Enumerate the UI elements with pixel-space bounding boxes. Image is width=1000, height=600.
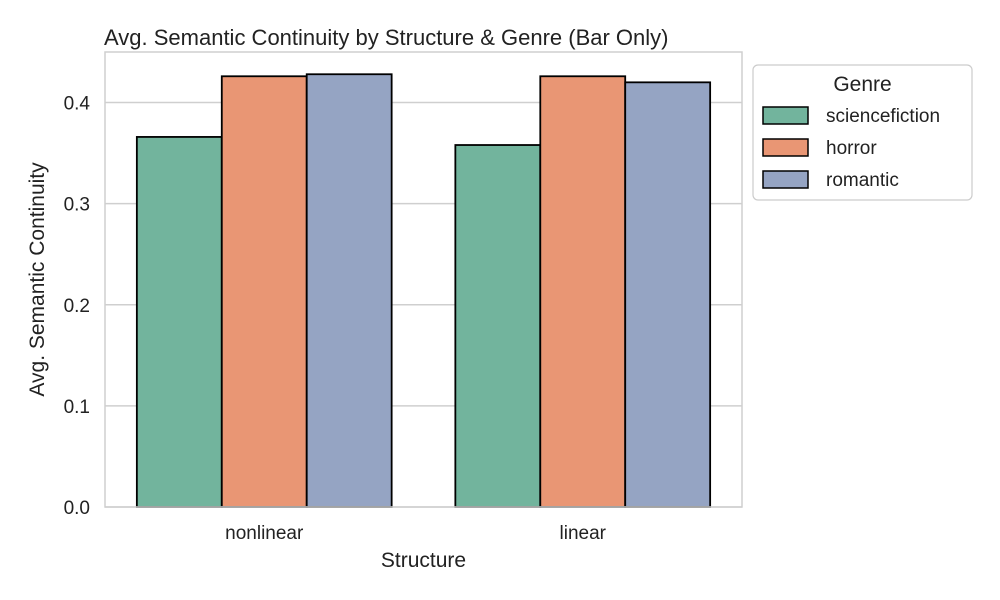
y-axis-ticks: 0.0 0.1 0.2 0.3 0.4 — [64, 94, 91, 519]
bars — [135, 73, 712, 508]
legend-items: sciencefiction horror romantic — [762, 106, 940, 191]
bar-sciencefiction-linear — [454, 144, 542, 508]
bar-sciencefiction-nonlinear — [135, 136, 223, 508]
bar-horror-nonlinear — [220, 75, 308, 508]
legend-box — [752, 64, 973, 201]
legend-label-horror: horror — [826, 138, 877, 159]
legend: Genre sciencefiction horror romantic — [752, 64, 973, 201]
legend-swatch-romantic — [762, 170, 809, 189]
legend-label-romantic: romantic — [826, 170, 899, 191]
bar-romantic-linear — [624, 81, 712, 508]
y-axis-label: Avg. Semantic Continuity — [26, 162, 49, 397]
legend-swatch-sciencefiction — [762, 106, 809, 125]
y-tick-label: 0.3 — [64, 195, 90, 216]
bar-horror-linear — [539, 75, 627, 508]
y-tick-label: 0.4 — [64, 94, 91, 115]
chart-title: Avg. Semantic Continuity by Structure & … — [104, 25, 669, 50]
legend-title: Genre — [833, 73, 891, 96]
y-tick-label: 0.0 — [64, 498, 90, 519]
x-tick-label: linear — [560, 523, 607, 544]
x-axis-label: Structure — [381, 549, 466, 572]
bar-romantic-nonlinear — [305, 73, 393, 508]
y-tick-label: 0.1 — [64, 397, 90, 418]
x-axis-ticks: nonlinear linear — [225, 523, 606, 544]
x-tick-label: nonlinear — [225, 523, 304, 544]
plot-frame — [104, 51, 743, 508]
legend-label-sciencefiction: sciencefiction — [826, 106, 940, 127]
y-tick-label: 0.2 — [64, 296, 90, 317]
legend-swatch-horror — [762, 138, 809, 157]
